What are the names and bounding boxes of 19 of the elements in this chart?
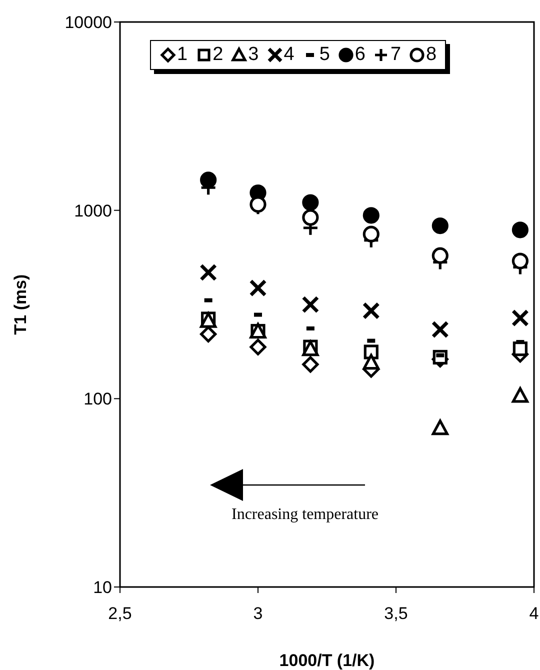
x-tick-label: 2,5: [108, 604, 132, 624]
legend-label: 8: [426, 44, 437, 66]
y-tick-label: 1000: [74, 201, 112, 220]
y-axis-title: T1 (ms): [11, 274, 30, 335]
legend-label: 4: [284, 44, 294, 66]
legend-label: 6: [354, 44, 366, 66]
y-tick-label: 100: [84, 390, 112, 409]
legend-label: 3: [248, 44, 259, 66]
legend-label: 1: [177, 44, 188, 66]
y-tick-label: 10000: [64, 13, 112, 32]
x-axis-title: 1000/T (1/K): [279, 651, 375, 670]
x-tick-label: 4: [529, 604, 539, 624]
legend-label: 2: [212, 44, 224, 66]
legend-label: 7: [390, 44, 402, 66]
legend-label: 5: [319, 44, 330, 66]
x-tick-label: 3,5: [384, 604, 408, 624]
annotation: Increasing temperature: [231, 506, 379, 523]
y-tick-label: 10: [93, 578, 112, 598]
x-tick-label: 3: [253, 604, 263, 624]
